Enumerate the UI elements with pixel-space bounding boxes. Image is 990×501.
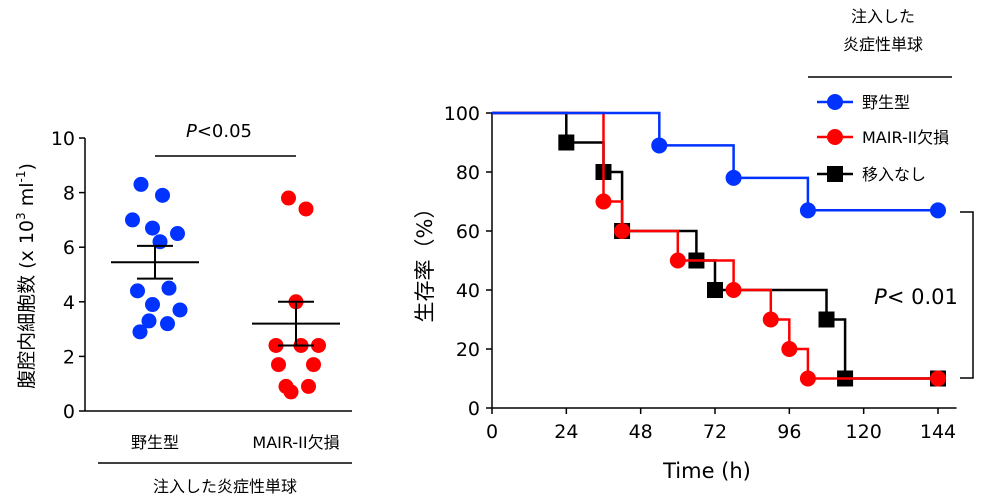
left-y-ticks: 0 2 4 6 8 10 [51,128,85,423]
data-point [145,297,160,313]
right-significance-label: P< 0.01 [874,285,958,309]
data-point [283,384,299,400]
left-y-tick-label: 8 [63,183,75,205]
left-significance-label: P<0.05 [186,121,252,142]
series-line-none [492,111,938,380]
data-point [311,337,326,353]
right-survival-panel: 0 20 40 60 80 100 0 24 48 72 96 120 144 生存率（%） Time … [413,7,974,483]
series-marker [799,370,816,387]
data-point [145,220,160,236]
left-y-tick-label: 6 [63,237,75,259]
data-point [125,212,140,228]
right-y-tick-label: 0 [468,398,480,420]
data-point [132,324,148,340]
left-points [125,176,326,400]
series-marker [930,202,946,219]
right-x-tick-label: 96 [777,421,801,443]
left-category-label-1: MAIR-II欠損 [252,433,339,452]
data-point [306,357,321,373]
series-marker [799,202,816,219]
left-y-tick-label: 4 [63,292,75,314]
left-y-axis-label: 腹腔内細胞数 (x 103 ml-1) [14,163,38,389]
legend-label-none: 移入なし [862,165,926,184]
right-x-tick-label: 0 [486,421,498,443]
legend-marker [827,166,843,182]
legend-entries [817,94,853,182]
legend-marker [827,94,843,110]
right-x-tick-label: 120 [846,421,882,443]
series-marker [781,341,798,357]
data-point [301,378,316,394]
right-y-tick-label: 60 [456,221,480,243]
right-x-tick-label: 48 [629,421,653,443]
data-point [133,176,149,192]
data-point [141,313,157,329]
right-x-tick-label: 72 [703,421,727,443]
data-point [160,316,175,332]
data-point [155,187,170,203]
right-x-tick-label: 24 [554,421,578,443]
right-y-tick-label: 100 [444,103,480,125]
data-point [130,283,145,299]
right-series [492,111,946,387]
series-marker [707,282,723,298]
legend: 注入した 炎症性単球 野生型 MAIR-II欠損 移入なし [808,7,952,184]
data-point [172,302,188,318]
data-point [170,226,185,242]
data-point [298,201,314,217]
right-x-axis-label: Time (h) [662,459,751,483]
series-marker [651,137,668,154]
series-line-mair [492,111,938,380]
legend-title-line-2: 炎症性単球 [843,35,923,54]
right-x-tick-label: 144 [920,421,956,443]
series-marker [558,134,575,151]
series-marker [725,282,742,298]
legend-label-mair: MAIR-II欠損 [862,128,949,147]
data-point [271,357,286,373]
series-marker [614,223,631,239]
data-point [268,337,284,353]
series-marker [930,370,946,387]
series-marker [725,169,742,186]
data-point [161,280,177,296]
left-y-tick-label: 0 [63,401,75,423]
series-marker [669,252,686,269]
left-y-tick-label: 10 [51,128,75,150]
legend-marker [827,129,843,145]
series-marker [595,193,612,210]
right-y-tick-label: 40 [456,280,480,302]
left-axes [84,138,352,412]
data-point [281,190,296,206]
right-y-tick-label: 80 [456,162,480,184]
right-axes [491,113,957,409]
left-y-tick-label: 2 [63,346,75,368]
left-category-label-0: 野生型 [131,433,179,452]
series-marker [818,311,835,328]
right-ticks: 0 20 40 60 80 100 0 24 48 72 96 120 144 [444,103,956,443]
legend-title-line-1: 注入した [851,7,915,26]
left-mean-sem [111,244,340,347]
right-y-axis-label: 生存率（%） [413,198,437,323]
right-y-tick-label: 20 [456,339,480,361]
left-group-label: 注入した炎症性単球 [153,477,297,496]
series-marker [762,311,779,328]
right-significance-bracket [960,211,974,379]
left-scatter-panel: 0 2 4 6 8 10 腹腔内細胞数 (x 103 ml-1) P<0.05 野生型 M… [14,121,352,496]
legend-label-wt: 野生型 [862,93,910,112]
